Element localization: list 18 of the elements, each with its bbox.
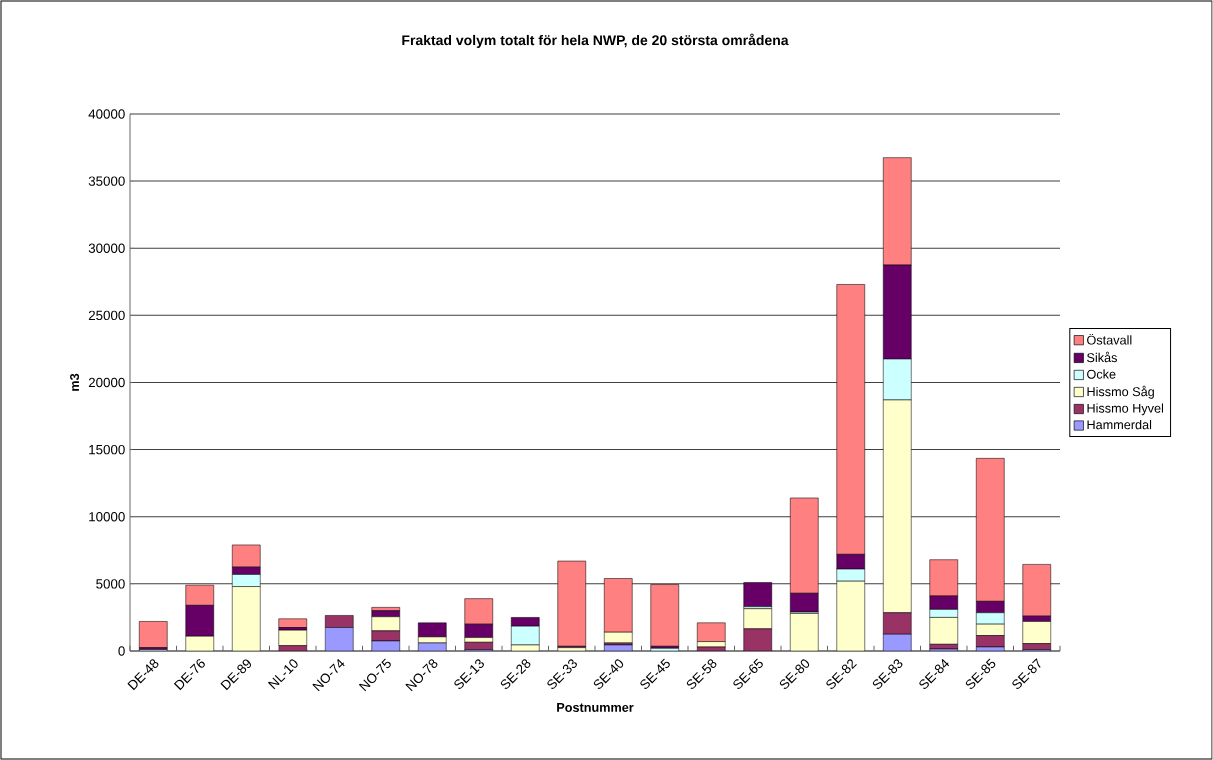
y-axis-title: m3: [70, 373, 80, 391]
y-tick-label: 20000: [88, 377, 125, 388]
legend-label: Hissmo Såg: [1087, 385, 1154, 399]
y-tick-label: 30000: [88, 243, 125, 253]
legend-label: Ocke: [1087, 369, 1116, 379]
y-tick-label: 10000: [89, 512, 125, 522]
legend-label: Hissmo Hyvel: [1087, 403, 1164, 416]
legend-label: Östavall: [1087, 333, 1132, 345]
y-tick-label: 5000: [96, 579, 125, 589]
y-tick-label: 0: [118, 646, 125, 656]
y-tick-label: 40000: [88, 109, 125, 119]
y-tick-label: 15000: [89, 444, 125, 455]
y-tick-label: 35000: [88, 176, 125, 186]
chart-title: Fraktad volym totalt för hela NWP, de 20 största områdena: [402, 33, 789, 48]
legend-label: Sikås: [1087, 351, 1117, 363]
y-tick-label: 25000: [88, 310, 125, 321]
legend-label: Hammerdal: [1087, 419, 1152, 430]
x-axis-title: Postnummer: [557, 703, 634, 712]
